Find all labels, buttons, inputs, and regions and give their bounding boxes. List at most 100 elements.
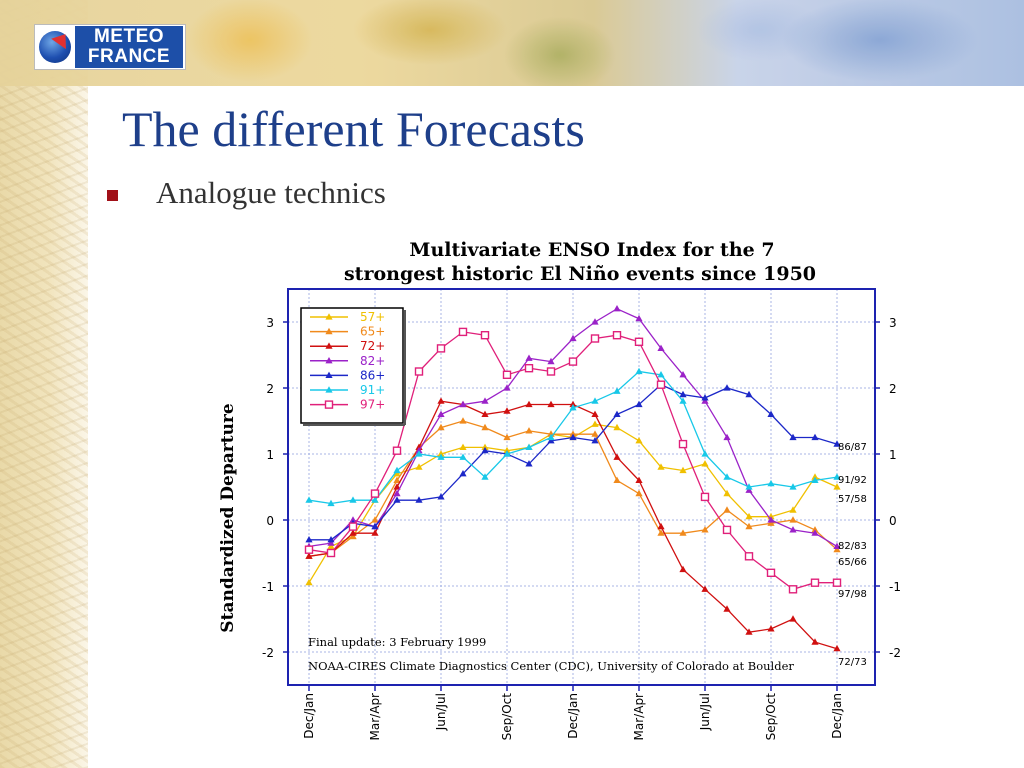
data-point xyxy=(700,492,710,502)
data-point xyxy=(568,357,578,366)
data-point xyxy=(789,506,797,513)
data-point xyxy=(371,522,379,530)
data-point xyxy=(436,344,446,353)
data-point xyxy=(524,363,534,373)
series-97: 97/98 xyxy=(304,327,867,600)
data-point xyxy=(744,552,754,561)
legend-label: 57+ xyxy=(360,310,385,324)
data-point xyxy=(811,526,819,533)
data-point xyxy=(635,314,643,322)
data-point xyxy=(657,522,665,530)
data-point xyxy=(789,516,797,523)
data-point xyxy=(634,337,644,347)
data-point xyxy=(525,400,533,408)
data-point xyxy=(459,470,467,477)
data-point xyxy=(502,370,512,380)
y-tick-label-right: 3 xyxy=(889,316,897,330)
legend-swatch-marker xyxy=(324,400,334,409)
data-point xyxy=(481,473,489,480)
data-point xyxy=(722,525,732,535)
plot-frame xyxy=(287,288,876,686)
paper-texture-strip xyxy=(0,0,88,768)
legend-swatch-marker xyxy=(325,342,333,349)
legend-label: 82+ xyxy=(360,354,385,368)
y-tick-label-right: 1 xyxy=(889,448,897,462)
data-point xyxy=(613,410,621,417)
data-point xyxy=(635,476,643,483)
data-point xyxy=(503,446,511,454)
y-tick-label-left: -1 xyxy=(262,580,274,594)
data-point xyxy=(349,496,357,503)
data-point xyxy=(437,450,445,457)
data-point xyxy=(503,433,511,441)
data-point xyxy=(481,410,489,417)
data-point xyxy=(613,305,621,312)
data-point xyxy=(393,470,401,477)
legend-label: 72+ xyxy=(360,339,385,353)
data-point xyxy=(789,526,797,533)
data-point xyxy=(810,578,820,587)
data-point xyxy=(327,539,335,546)
data-point xyxy=(701,394,709,401)
bullet-square-icon xyxy=(107,190,118,201)
data-point xyxy=(833,545,841,553)
x-tick-label: Dec/Jan xyxy=(830,693,844,739)
data-point xyxy=(437,410,445,417)
data-point xyxy=(503,384,511,391)
data-point xyxy=(745,522,753,530)
data-point xyxy=(591,318,599,325)
series-end-label: 97/98 xyxy=(838,589,867,600)
data-point xyxy=(657,463,665,470)
x-tick-label: Sep/Oct xyxy=(764,693,778,741)
data-point xyxy=(437,423,445,431)
data-point xyxy=(547,357,555,365)
data-point xyxy=(657,529,665,536)
series-end-label: 86/87 xyxy=(838,442,867,453)
legend-label: 65+ xyxy=(360,325,385,339)
data-point xyxy=(701,460,709,467)
series-72: 72/73 xyxy=(305,397,867,668)
data-point xyxy=(811,433,819,441)
data-point xyxy=(392,446,402,455)
data-point xyxy=(745,390,753,398)
data-point xyxy=(635,367,643,375)
data-point xyxy=(678,439,688,449)
source-note: NOAA-CIRES Climate Diagnostics Center (C… xyxy=(308,659,794,673)
data-point xyxy=(525,443,533,450)
data-point xyxy=(349,532,357,540)
data-point xyxy=(679,565,687,573)
data-point xyxy=(481,443,489,450)
data-point xyxy=(349,529,357,536)
data-point xyxy=(767,625,775,632)
data-point xyxy=(459,400,467,408)
data-point xyxy=(525,427,533,434)
data-point xyxy=(767,410,775,417)
x-tick-label: Mar/Apr xyxy=(632,693,646,741)
data-point xyxy=(415,496,423,503)
chart-title: Multivariate ENSO Index for the 7 xyxy=(409,239,774,261)
data-point xyxy=(613,387,621,394)
final-update-note: Final update: 3 February 1999 xyxy=(308,635,486,649)
data-point xyxy=(591,410,599,417)
data-point xyxy=(305,536,313,543)
data-point xyxy=(701,397,709,404)
data-point xyxy=(481,397,489,404)
data-point xyxy=(635,489,643,497)
bullet-text: Analogue technics xyxy=(156,175,386,210)
data-point xyxy=(481,423,489,431)
data-point xyxy=(569,433,577,441)
data-point xyxy=(349,516,357,523)
data-point xyxy=(723,605,731,612)
chart-subtitle: strongest historic El Niño events since … xyxy=(344,263,816,285)
y-tick-label-right: -2 xyxy=(889,646,901,660)
data-point xyxy=(503,407,511,414)
data-point xyxy=(723,473,731,480)
data-point xyxy=(635,400,643,408)
data-point xyxy=(414,367,424,376)
data-point xyxy=(612,330,622,340)
data-point xyxy=(591,397,599,404)
data-point xyxy=(767,516,775,523)
x-tick-label: Sep/Oct xyxy=(500,693,514,741)
data-point xyxy=(767,519,775,526)
series-end-label: 91/92 xyxy=(838,475,867,486)
